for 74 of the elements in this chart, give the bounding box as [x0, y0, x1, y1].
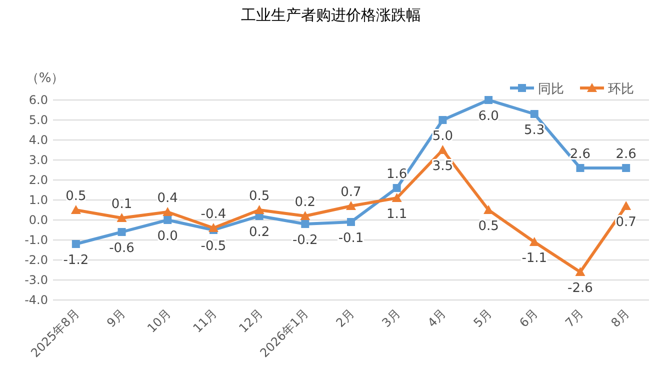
point — [70, 205, 81, 214]
y-tick-label: 1.0 — [28, 193, 48, 207]
point — [392, 184, 401, 192]
point — [116, 213, 127, 222]
x-tick-label: 3月 — [379, 306, 403, 330]
data-label: 3.5 — [432, 159, 454, 174]
x-tick-label: 2月 — [333, 306, 358, 330]
point — [164, 216, 172, 224]
point — [254, 205, 264, 214]
data-label: 5.0 — [432, 129, 454, 144]
point — [301, 220, 310, 228]
point — [438, 116, 447, 124]
data-label: -1.1 — [522, 251, 548, 266]
point — [529, 237, 540, 246]
x-tick-label: 9月 — [104, 306, 128, 330]
y-tick-label: 2.0 — [28, 173, 48, 187]
point — [347, 218, 355, 226]
point — [484, 96, 493, 104]
legend-label: 同比 — [538, 82, 564, 97]
point — [72, 240, 80, 248]
point — [438, 145, 448, 154]
data-label: 6.0 — [478, 109, 499, 124]
point — [576, 164, 584, 172]
point — [208, 223, 218, 232]
y-tick-label: -1.0 — [24, 233, 48, 247]
data-label: 5.3 — [524, 123, 545, 138]
data-label: 0.5 — [248, 189, 270, 204]
data-label: 0.7 — [340, 185, 362, 200]
point — [118, 228, 126, 236]
data-label: -1.2 — [63, 253, 89, 268]
data-label: 0.4 — [157, 191, 178, 206]
point — [575, 267, 586, 276]
data-label: -0.2 — [292, 233, 318, 248]
data-label: 0.0 — [157, 229, 178, 244]
x-tick-label: 8月 — [608, 306, 632, 330]
x-tick-label: 11月 — [190, 306, 220, 336]
x-tick-label: 4月 — [425, 306, 449, 330]
data-label: 0.2 — [248, 225, 270, 240]
point — [392, 193, 402, 202]
point — [621, 201, 632, 210]
x-tick-label: 10月 — [144, 306, 174, 336]
data-label: 0.5 — [478, 219, 499, 234]
data-label: 1.1 — [386, 207, 408, 222]
y-tick-label: -4.0 — [24, 293, 48, 307]
data-label: 0.5 — [66, 189, 86, 204]
x-tick-label: 6月 — [516, 306, 541, 330]
data-label: 2.6 — [570, 147, 591, 162]
y-tick-label: 5.0 — [28, 113, 48, 127]
y-tick-label: -2.0 — [24, 253, 48, 267]
y-tick-label: -3.0 — [24, 273, 48, 287]
data-label: 0.7 — [616, 215, 636, 230]
data-label: -2.6 — [568, 281, 593, 296]
data-label: -0.1 — [338, 231, 364, 246]
point — [300, 211, 310, 220]
x-tick-label: 7月 — [562, 306, 586, 330]
data-label: 2.6 — [616, 147, 636, 162]
data-label: 0.1 — [111, 197, 132, 212]
x-tick-label: 12月 — [236, 306, 266, 336]
y-tick-label: 6.0 — [28, 93, 48, 107]
data-label: -0.6 — [109, 241, 134, 256]
point — [622, 164, 630, 172]
data-label: -0.5 — [200, 239, 226, 254]
legend-label: 环比 — [608, 82, 634, 97]
y-axis-title: （%） — [26, 71, 64, 86]
y-tick-label: 0.0 — [28, 213, 48, 227]
point — [162, 207, 173, 216]
data-label: 0.2 — [294, 195, 316, 210]
y-tick-label: 4.0 — [28, 133, 48, 147]
point — [346, 201, 356, 210]
chart-title: 工业生产者购进价格涨跌幅 — [241, 6, 421, 24]
x-tick-label: 5月 — [470, 306, 495, 330]
data-label: -0.4 — [200, 207, 226, 222]
point — [530, 110, 538, 118]
y-tick-label: 3.0 — [28, 153, 48, 167]
